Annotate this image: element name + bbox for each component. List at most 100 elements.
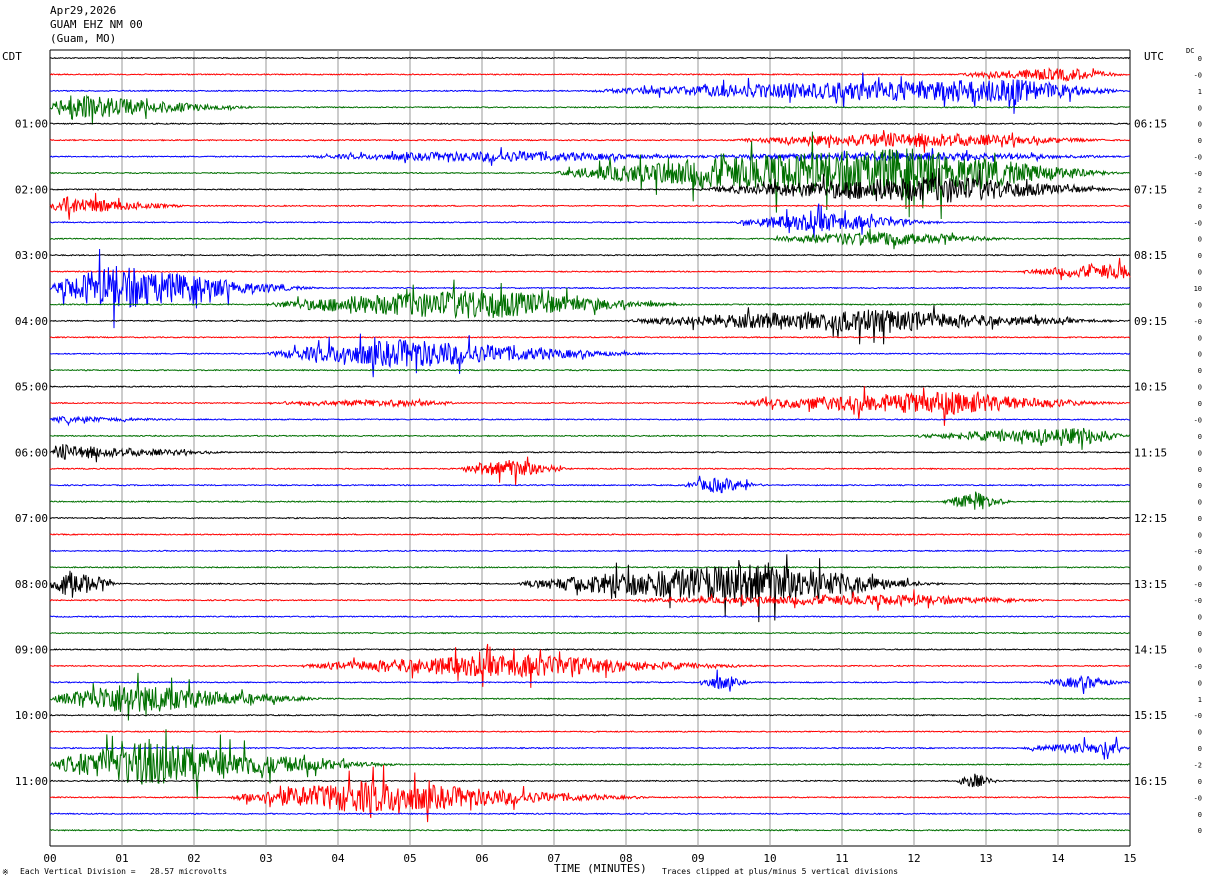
- x-tick-label: 10: [763, 852, 776, 865]
- seismic-trace: [49, 589, 1131, 611]
- dc-offset-label: 1: [1198, 88, 1202, 96]
- utc-time-label: 09:15: [1134, 315, 1167, 328]
- dc-offset-label: 0: [1198, 827, 1202, 835]
- dc-offset-label: 0: [1198, 630, 1202, 638]
- seismic-trace: [49, 812, 1131, 816]
- dc-offset-label: 0: [1198, 482, 1202, 490]
- dc-offset-label: 0: [1198, 646, 1202, 654]
- dc-offset-label: 0: [1198, 269, 1202, 277]
- left-timezone: CDT: [2, 50, 22, 63]
- dc-offset-label: 0: [1198, 384, 1202, 392]
- seismic-trace: [49, 491, 1131, 510]
- dc-offset-label: 0: [1198, 564, 1202, 572]
- seismic-trace: [49, 72, 1131, 114]
- seismic-trace: [49, 554, 1131, 623]
- dc-offset-label: 2: [1198, 186, 1202, 194]
- x-tick-label: 08: [619, 852, 632, 865]
- x-tick-label: 12: [907, 852, 920, 865]
- x-tick-label: 03: [259, 852, 272, 865]
- seismic-trace: [49, 648, 1131, 651]
- utc-time-label: 11:15: [1134, 446, 1167, 459]
- x-tick-label: 07: [547, 852, 560, 865]
- seismic-trace: [49, 279, 1131, 320]
- seismic-trace: [49, 386, 1131, 426]
- cdt-time-label: 01:00: [15, 118, 48, 131]
- utc-time-label: 10:15: [1134, 381, 1167, 394]
- utc-time-label: 06:15: [1134, 118, 1167, 131]
- grid: [49, 49, 1131, 847]
- seismic-trace: [49, 516, 1131, 520]
- seismic-trace: [49, 643, 1131, 688]
- dc-offset-label: -0: [1194, 548, 1202, 556]
- utc-time-label: 14:15: [1134, 643, 1167, 656]
- dc-offset-label: 0: [1198, 203, 1202, 211]
- dc-offset-label: 0: [1198, 499, 1202, 507]
- utc-time-label: 12:15: [1134, 512, 1167, 525]
- utc-time-label: 15:15: [1134, 709, 1167, 722]
- seismic-trace: [49, 253, 1131, 257]
- dc-offset-label: -0: [1194, 663, 1202, 671]
- utc-time-label: 16:15: [1134, 775, 1167, 788]
- seismic-trace: [49, 305, 1131, 345]
- seismic-trace: [49, 248, 1131, 329]
- seismic-trace: [49, 147, 1131, 166]
- dc-offset-label: 0: [1198, 515, 1202, 523]
- cdt-time-label: 10:00: [15, 709, 48, 722]
- seismic-trace: [50, 549, 1131, 553]
- dc-offset-label: 0: [1198, 614, 1202, 622]
- dc-offset-label: 0: [1198, 531, 1202, 539]
- cdt-time-label: 11:00: [15, 775, 48, 788]
- cdt-time-label: 09:00: [15, 643, 48, 656]
- dc-offset-label: 0: [1198, 104, 1202, 112]
- x-tick-label: 04: [331, 852, 345, 865]
- right-timezone: UTC: [1144, 50, 1164, 63]
- dc-offset-label: 0: [1198, 433, 1202, 441]
- x-axis-title: TIME (MINUTES): [554, 862, 647, 875]
- cdt-time-label: 03:00: [15, 249, 48, 262]
- utc-time-label: 08:15: [1134, 249, 1167, 262]
- seismic-trace: [49, 828, 1131, 832]
- dc-offset-label: -0: [1194, 581, 1202, 589]
- seismic-trace: [49, 615, 1131, 618]
- dc-offset-label: 0: [1198, 449, 1202, 457]
- dc-offset-label: 0: [1198, 55, 1202, 63]
- dc-header: DC: [1186, 47, 1195, 55]
- dc-offset-label: 1: [1198, 696, 1202, 704]
- seismic-trace: [49, 130, 1131, 153]
- x-tick-label: 05: [403, 852, 416, 865]
- dc-offset-label: -0: [1194, 318, 1202, 326]
- seismic-trace: [49, 122, 1131, 126]
- x-tick-label: 02: [187, 852, 200, 865]
- seismic-trace: [49, 773, 1131, 788]
- utc-time-label: 07:15: [1134, 183, 1167, 196]
- dc-offset-label: -0: [1194, 712, 1202, 720]
- dc-offset-label: 0: [1198, 466, 1202, 474]
- dc-offset-label: -0: [1194, 154, 1202, 162]
- seismic-trace: [49, 333, 1131, 378]
- seismic-trace: [49, 533, 1131, 536]
- x-tick-label: 13: [979, 852, 992, 865]
- dc-offset-label: 0: [1198, 334, 1202, 342]
- seismic-trace: [49, 168, 1131, 203]
- dc-offset-label: 0: [1198, 351, 1202, 359]
- dc-offset-label: 0: [1198, 400, 1202, 408]
- seismic-trace: [49, 427, 1131, 450]
- scale-note: Each Vertical Division = 28.57 microvolt…: [20, 867, 228, 876]
- seismic-trace: [49, 713, 1131, 717]
- dc-offset-label: -0: [1194, 794, 1202, 802]
- dc-offset-label: 0: [1198, 236, 1202, 244]
- cdt-time-label: 08:00: [15, 578, 48, 591]
- seismic-trace: [49, 565, 1131, 569]
- seismic-trace: [49, 94, 1131, 125]
- dc-offset-label: 0: [1198, 137, 1202, 145]
- dc-offset-label: 0: [1198, 121, 1202, 129]
- dc-offset-label: 0: [1198, 301, 1202, 309]
- x-tick-label: 14: [1051, 852, 1065, 865]
- x-tick-label: 01: [115, 852, 128, 865]
- dc-offset-label: 0: [1198, 778, 1202, 786]
- seismic-trace: [49, 729, 1131, 800]
- seismic-trace: [49, 736, 1131, 760]
- dc-offset-label: -0: [1194, 597, 1202, 605]
- seismic-trace: [49, 631, 1131, 635]
- seismic-trace: [49, 192, 1131, 220]
